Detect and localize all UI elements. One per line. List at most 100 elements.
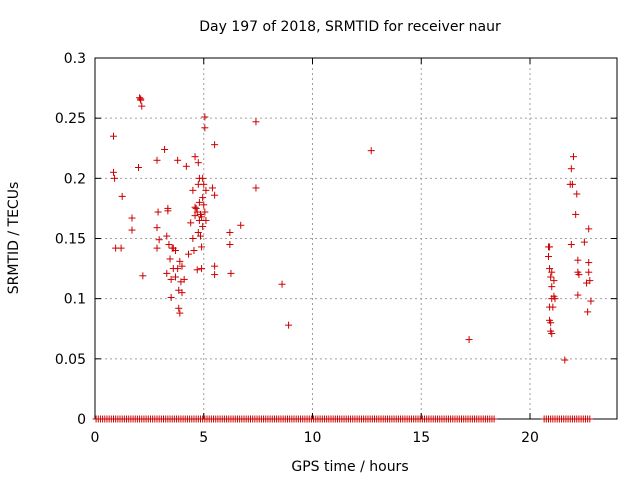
data-point (367, 147, 375, 155)
data-point (128, 226, 136, 234)
data-point (544, 253, 552, 261)
data-point (195, 216, 203, 224)
data-point (211, 141, 219, 149)
x-axis-label: GPS time / hours (291, 459, 408, 475)
data-point (171, 273, 179, 281)
data-point (211, 191, 219, 199)
y-tick-label: 0.25 (55, 111, 86, 127)
axis-ticks: 0 5 10 15 20 0 0.05 0.1 0.15 0.2 0.25 0.3 (55, 51, 617, 446)
data-point (202, 186, 210, 194)
data-point (490, 415, 498, 423)
x-tick-label: 0 (91, 430, 100, 446)
data-point (586, 277, 594, 285)
x-tick-label: 20 (521, 430, 539, 446)
data-point (586, 415, 594, 423)
data-point (548, 268, 556, 276)
data-point (165, 241, 173, 249)
data-point (153, 224, 161, 232)
data-point (192, 204, 200, 212)
data-point (199, 174, 207, 182)
data-point (128, 214, 136, 222)
y-tick-label: 0.05 (55, 352, 86, 368)
data-point (573, 190, 581, 198)
data-point (548, 283, 556, 291)
data-point (175, 304, 183, 312)
data-point (167, 293, 175, 301)
data-point (226, 228, 234, 236)
data-point (547, 273, 555, 281)
data-point (568, 180, 576, 188)
data-point (196, 232, 204, 240)
x-tick-label: 5 (199, 430, 208, 446)
x-tick-label: 15 (412, 430, 430, 446)
data-point (163, 232, 171, 240)
data-point (200, 201, 208, 209)
data-point (164, 207, 172, 215)
data-point (176, 257, 184, 265)
data-point (567, 241, 575, 249)
data-point (546, 265, 554, 273)
data-point (111, 174, 119, 182)
data-point (201, 113, 209, 121)
data-point (237, 221, 245, 229)
data-point (198, 213, 206, 221)
data-point (139, 272, 147, 280)
data-point (201, 208, 209, 216)
data-point (191, 203, 199, 211)
data-point (285, 321, 293, 329)
data-point (189, 235, 197, 242)
data-point (167, 275, 175, 283)
data-point (118, 192, 126, 200)
data-point (567, 165, 575, 173)
data-point (548, 330, 556, 338)
chart-title: Day 197 of 2018, SRMTID for receiver nau… (199, 19, 501, 35)
data-point (171, 247, 179, 255)
data-point (227, 269, 235, 277)
data-point (191, 153, 199, 161)
y-axis-label: SRMTID / TECUs (6, 182, 22, 295)
data-point (465, 336, 473, 344)
data-point (575, 271, 583, 279)
data-point (546, 243, 554, 251)
data-point (208, 184, 216, 192)
data-point (211, 262, 219, 270)
data-point (572, 210, 580, 218)
data-point (193, 266, 201, 274)
data-point (561, 356, 569, 364)
data-point (174, 265, 182, 273)
data-point (137, 95, 145, 103)
data-point (180, 275, 188, 283)
data-point (200, 180, 208, 188)
data-point (182, 162, 190, 170)
data-points (92, 94, 595, 423)
data-point (194, 228, 202, 236)
data-point (551, 295, 559, 303)
data-point (585, 268, 593, 276)
data-point (201, 124, 209, 132)
data-point (585, 225, 593, 233)
data-point (163, 269, 171, 277)
data-point (138, 102, 146, 110)
data-point (155, 236, 163, 244)
data-point (189, 186, 197, 194)
data-point (198, 243, 206, 251)
data-point (278, 280, 286, 288)
y-tick-label: 0 (77, 412, 86, 428)
data-point (252, 184, 260, 192)
data-point (587, 297, 595, 305)
data-point (153, 156, 161, 164)
data-point (574, 291, 582, 299)
data-point (547, 319, 555, 327)
data-point (202, 216, 210, 224)
data-point (252, 118, 260, 126)
data-point (109, 132, 117, 140)
data-point (574, 256, 582, 264)
data-point (178, 289, 186, 297)
data-point (550, 277, 558, 285)
data-point (584, 308, 592, 316)
data-point (135, 164, 142, 172)
data-point (194, 159, 202, 167)
data-point (585, 259, 593, 267)
data-point (191, 212, 199, 220)
